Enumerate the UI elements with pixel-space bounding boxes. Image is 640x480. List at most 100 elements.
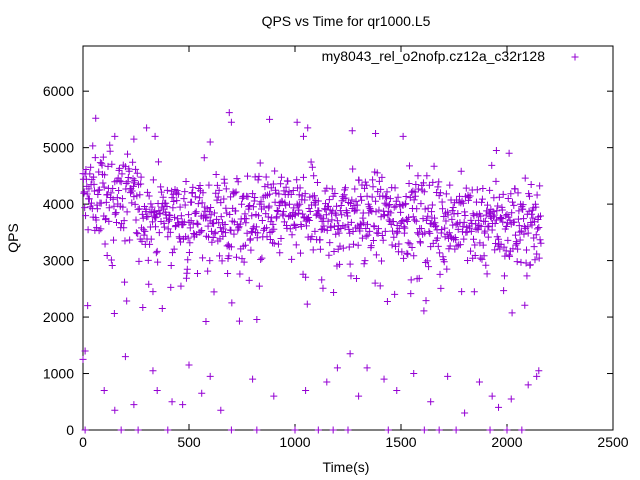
data-point-zero <box>435 426 443 434</box>
data-point <box>181 188 189 196</box>
data-point <box>470 235 478 243</box>
data-point <box>403 249 411 257</box>
data-point <box>342 194 350 202</box>
data-point <box>402 192 410 200</box>
data-point <box>372 208 380 216</box>
data-point <box>320 225 328 233</box>
data-point <box>495 193 503 201</box>
data-point <box>513 239 521 247</box>
data-point <box>157 188 165 196</box>
data-point <box>246 202 254 209</box>
data-point <box>353 201 361 209</box>
data-point <box>369 176 377 184</box>
data-point <box>397 208 405 216</box>
data-point <box>467 247 475 255</box>
data-point <box>90 180 98 188</box>
data-point <box>110 202 118 210</box>
data-point <box>277 173 285 181</box>
data-point <box>383 298 391 306</box>
data-point <box>193 269 201 277</box>
data-point <box>267 184 275 192</box>
data-point <box>355 176 363 184</box>
data-point <box>270 225 278 233</box>
data-point <box>183 265 191 273</box>
data-point <box>217 213 225 221</box>
data-point <box>202 214 210 222</box>
data-point <box>458 288 466 296</box>
data-point <box>217 199 225 207</box>
data-point <box>467 227 475 235</box>
data-point <box>358 234 366 242</box>
data-point <box>128 199 136 207</box>
data-point <box>139 214 147 222</box>
data-point <box>356 227 364 235</box>
data-point <box>275 190 283 198</box>
data-point <box>449 221 457 229</box>
data-point <box>118 195 126 203</box>
data-point <box>293 176 301 184</box>
data-point <box>174 190 182 198</box>
data-point <box>295 206 303 214</box>
data-point <box>491 220 499 228</box>
data-point <box>310 172 318 180</box>
data-point <box>306 193 314 201</box>
data-point <box>106 147 114 155</box>
data-point <box>391 184 399 192</box>
data-point <box>142 205 150 213</box>
data-point <box>336 207 344 215</box>
x-axis-label: Time(s) <box>323 459 370 475</box>
data-point <box>107 189 115 197</box>
data-point <box>158 304 166 312</box>
data-point <box>511 185 519 193</box>
data-point <box>154 258 162 266</box>
data-point <box>423 172 431 180</box>
data-point <box>221 229 229 237</box>
data-point <box>456 241 464 249</box>
data-point <box>176 203 184 211</box>
data-point <box>243 229 251 237</box>
data-point <box>232 253 240 261</box>
data-point <box>523 246 531 254</box>
data-point <box>524 223 532 231</box>
data-point <box>351 185 359 193</box>
data-point <box>439 205 447 213</box>
data-point <box>316 245 324 253</box>
data-point <box>234 178 242 186</box>
data-point <box>479 185 487 193</box>
data-point <box>173 197 181 205</box>
data-point <box>500 243 508 251</box>
data-point <box>326 239 334 247</box>
data-point <box>305 213 313 221</box>
data-point <box>249 224 257 232</box>
data-point <box>100 183 108 191</box>
data-point <box>324 217 332 225</box>
data-point <box>491 246 499 254</box>
data-point <box>346 260 354 268</box>
data-point <box>270 239 278 247</box>
data-point-zero <box>384 426 392 434</box>
data-point <box>436 249 444 257</box>
data-point <box>184 256 192 264</box>
data-point-outlier <box>495 403 503 411</box>
data-point <box>314 197 322 205</box>
data-point <box>415 274 423 282</box>
data-point <box>414 229 422 237</box>
data-point <box>525 192 533 200</box>
data-point <box>244 172 252 180</box>
data-point <box>407 290 415 298</box>
data-point-outlier <box>121 353 129 361</box>
data-point <box>105 204 113 212</box>
data-point <box>144 256 152 264</box>
data-point <box>445 229 453 237</box>
data-point <box>435 192 443 200</box>
data-point <box>210 209 218 217</box>
data-point <box>311 227 319 235</box>
data-point <box>129 182 137 190</box>
data-point <box>412 217 420 225</box>
data-point <box>368 193 376 201</box>
data-point <box>309 246 317 254</box>
data-point <box>483 270 491 278</box>
data-point <box>406 194 414 202</box>
data-point <box>442 190 450 198</box>
data-point <box>122 180 130 188</box>
